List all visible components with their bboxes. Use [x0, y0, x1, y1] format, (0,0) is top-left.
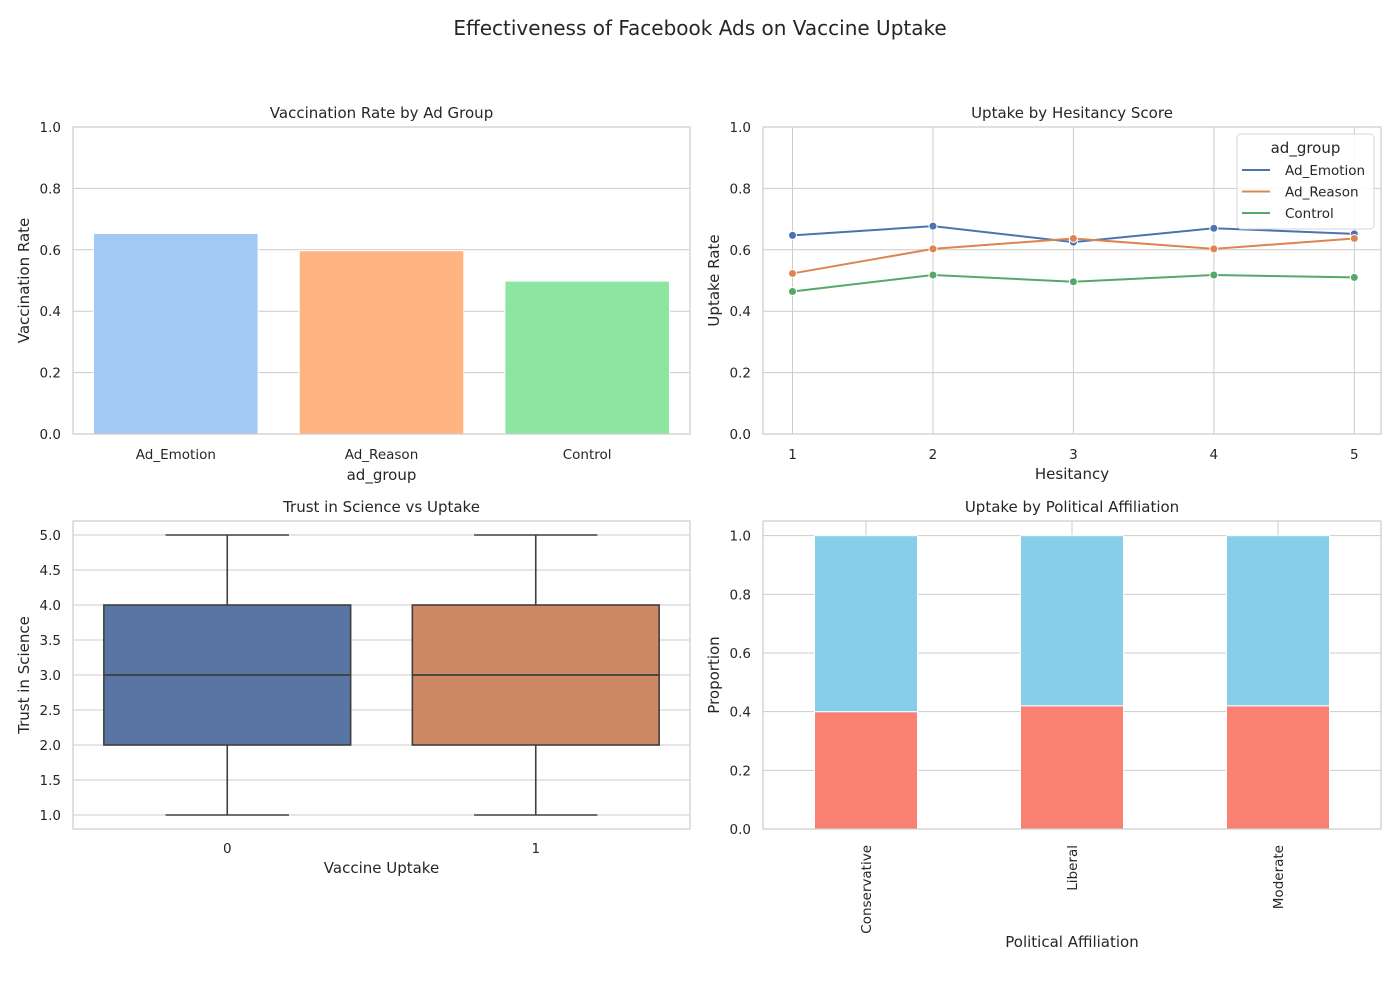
x-tick-label: 0 — [223, 841, 232, 857]
y-tick-label: 0.8 — [730, 587, 751, 603]
data-point — [1068, 277, 1078, 287]
y-tick-label: 4.0 — [40, 598, 61, 614]
legend-box — [1236, 133, 1375, 230]
bar — [298, 250, 465, 435]
y-tick-label: 0.4 — [730, 304, 751, 320]
y-tick-label: 0.6 — [730, 243, 751, 259]
x-axis-label: Vaccine Uptake — [324, 859, 439, 877]
legend-entry: Ad_Reason — [1285, 185, 1359, 201]
panel-title: Uptake by Political Affiliation — [965, 498, 1179, 516]
y-tick-label: 3.5 — [40, 633, 61, 649]
y-tick-label: 0.8 — [730, 181, 751, 197]
y-tick-label: 1.0 — [730, 529, 751, 545]
y-tick-label: 2.0 — [40, 738, 61, 754]
x-tick-label: 1 — [531, 841, 540, 857]
legend-entry: Ad_Emotion — [1285, 163, 1365, 179]
data-point — [928, 221, 938, 231]
axes-frame — [762, 126, 1382, 435]
data-point — [1209, 223, 1219, 233]
data-point — [1068, 233, 1078, 243]
axes-frame — [72, 126, 691, 435]
y-tick-label: 0.0 — [40, 427, 61, 443]
y-tick-label: 4.5 — [40, 563, 61, 579]
stacked-bar-segment — [1226, 705, 1330, 830]
data-point — [928, 270, 938, 280]
x-tick-label: Moderate — [1271, 845, 1287, 909]
x-tick-label: 3 — [1069, 447, 1078, 463]
data-point — [1349, 233, 1359, 243]
x-tick-label: 2 — [929, 447, 938, 463]
y-tick-label: 0.8 — [40, 181, 61, 197]
x-tick-label: Ad_Reason — [345, 447, 419, 463]
figure-title: Effectiveness of Facebook Ads on Vaccine… — [453, 16, 946, 40]
x-tick-label: Liberal — [1065, 845, 1081, 891]
stacked-bar-segment — [814, 535, 918, 713]
bar-chart-vaccination-rate: 0.0 0.2 0.4 0.6 0.8 1.0 Ad_Emotion Ad_Reason Con… — [15, 104, 691, 485]
data-point — [1209, 270, 1219, 280]
y-axis-label: Uptake Rate — [705, 234, 723, 326]
data-point — [787, 230, 797, 240]
y-tick-label: 0.4 — [730, 705, 751, 721]
y-axis-label: Vaccination Rate — [15, 218, 33, 344]
y-tick-label: 0.6 — [40, 243, 61, 259]
x-tick-label: 4 — [1210, 447, 1219, 463]
data-point — [787, 268, 797, 278]
y-tick-label: 5.0 — [40, 528, 61, 544]
y-tick-label: 1.0 — [40, 120, 61, 136]
y-tick-label: 2.5 — [40, 703, 61, 719]
stacked-bar-segment — [1020, 535, 1124, 707]
bar — [504, 280, 670, 435]
data-point — [928, 244, 938, 254]
axes-frame — [762, 520, 1382, 830]
bar — [93, 233, 259, 435]
panel-title: Trust in Science vs Uptake — [282, 498, 480, 516]
x-tick-label: 1 — [788, 447, 797, 463]
data-point — [1349, 272, 1359, 282]
stacked-bar-segment — [1020, 705, 1124, 830]
y-tick-label: 0.2 — [730, 366, 751, 382]
x-tick-label: Control — [563, 447, 612, 463]
data-point — [787, 287, 797, 297]
y-tick-label: 1.5 — [40, 773, 61, 789]
y-tick-label: 3.0 — [40, 668, 61, 684]
y-tick-label: 0.0 — [730, 427, 751, 443]
x-axis-label: Hesitancy — [1035, 465, 1109, 483]
legend-entry: Control — [1285, 206, 1334, 222]
box-plot-trust: 1.0 1.5 2.0 2.5 3.0 3.5 4.0 4.5 5.0 0 1 Trust in Sc… — [15, 498, 691, 877]
stacked-bar-segment — [1226, 535, 1330, 707]
legend-title: ad_group — [1271, 139, 1341, 158]
y-tick-label: 0.2 — [40, 366, 61, 382]
y-tick-label: 1.0 — [730, 120, 751, 136]
y-tick-label: 0.4 — [40, 304, 61, 320]
y-tick-label: 0.0 — [730, 822, 751, 838]
line-chart-hesitancy: 0.0 0.2 0.4 0.6 0.8 1.0 1 2 3 4 5 Uptake by Hesitan… — [705, 104, 1382, 483]
panel-title: Vaccination Rate by Ad Group — [270, 104, 493, 122]
axes-frame — [72, 520, 691, 830]
y-tick-label: 0.2 — [730, 763, 751, 779]
panel-title: Uptake by Hesitancy Score — [971, 104, 1173, 122]
y-tick-label: 1.0 — [40, 808, 61, 824]
data-point — [1209, 244, 1219, 254]
stacked-bar-segment — [814, 711, 918, 830]
x-tick-label: Conservative — [859, 845, 875, 934]
y-axis-label: Trust in Science — [15, 616, 33, 735]
x-axis-label: Political Affiliation — [1005, 933, 1138, 951]
legend: ad_group Ad_Emotion Ad_Reason Control — [1236, 133, 1375, 230]
y-axis-label: Proportion — [705, 636, 723, 713]
x-axis-label: ad_group — [347, 466, 417, 485]
x-tick-label: 5 — [1350, 447, 1359, 463]
x-tick-label: Ad_Emotion — [136, 447, 216, 463]
stacked-bar-political: 0.0 0.2 0.4 0.6 0.8 1.0 Conservative Liberal Mod… — [705, 498, 1382, 951]
y-tick-label: 0.6 — [730, 646, 751, 662]
